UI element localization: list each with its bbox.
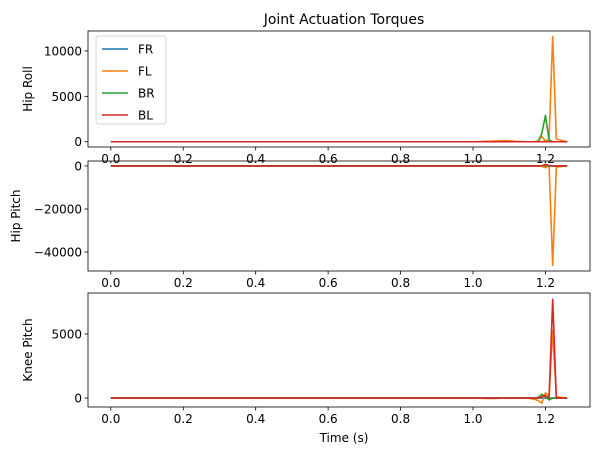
legend-box: [95, 35, 167, 125]
x-tick-label: 0.2: [174, 412, 193, 426]
series-line-fl-panel-1: [110, 35, 568, 143]
legend-label-bl: BL: [138, 109, 153, 123]
subplot-3: 0.0 0.2 0.4 0.6 0.8 1.0 1.2 0 5000 Knee Pitch: [21, 292, 591, 426]
subplot-frame-3: [87, 292, 591, 408]
series-line-bl-panel-3: [110, 298, 568, 399]
y-tick-label: 0: [74, 392, 82, 406]
subplot-frame-2: [87, 160, 591, 272]
x-tick-label: 0.4: [246, 276, 265, 290]
y-tick-label: 0: [74, 135, 82, 149]
x-tick-label: 1.2: [536, 152, 555, 166]
series-line-br-panel-3: [110, 393, 568, 401]
series-line-fl-panel-2: [110, 164, 568, 267]
y-axis-title-1: Hip Roll: [21, 66, 35, 112]
x-tick-label: 0.4: [246, 412, 265, 426]
chart-title: Joint Actuation Torques: [263, 12, 425, 28]
x-tick-label: 0.8: [391, 276, 410, 290]
x-tick-label: 1.0: [463, 152, 482, 166]
subplot-1: 0.0 0.2 0.4 0.6 0.8 1.0 1.2 0 5000 10000 Hip Roll: [21, 30, 591, 166]
x-tick-label: 0.0: [101, 412, 120, 426]
series-line-br-panel-1: [110, 114, 568, 143]
x-tick-label: 0.4: [246, 152, 265, 166]
x-tick-label: 0.6: [319, 276, 338, 290]
y-tick-label: 5000: [51, 327, 82, 341]
legend-label-br: BR: [138, 87, 155, 101]
y-tick-label: 10000: [44, 44, 82, 58]
x-tick-label: 0.6: [319, 412, 338, 426]
subplot-frame-1: [87, 30, 591, 148]
subplot-2: 0.0 0.2 0.4 0.6 0.8 1.0 1.2 −40000 −20000 0 Hip Pi…: [9, 159, 591, 290]
series-line-fl-panel-3: [110, 329, 568, 404]
y-tick-label: 0: [74, 159, 82, 173]
y-tick-label: −20000: [34, 203, 82, 217]
x-tick-label: 1.2: [536, 412, 555, 426]
legend-label-fl: FL: [138, 65, 152, 79]
x-tick-label: 0.8: [391, 412, 410, 426]
x-tick-label: 1.2: [536, 276, 555, 290]
x-tick-label: 0.0: [101, 276, 120, 290]
x-tick-label: 0.8: [391, 152, 410, 166]
x-axis-title: Time (s): [319, 431, 369, 445]
x-tick-label: 1.0: [463, 412, 482, 426]
x-tick-label: 0.2: [174, 152, 193, 166]
series-line-bl-panel-2: [110, 163, 568, 167]
x-tick-label: 0.6: [319, 152, 338, 166]
y-axis-title-2: Hip Pitch: [9, 189, 23, 242]
x-tick-label: 0.0: [101, 152, 120, 166]
y-tick-label: 5000: [51, 90, 82, 104]
y-tick-label: −40000: [34, 246, 82, 260]
y-axis-title-3: Knee Pitch: [21, 318, 35, 381]
legend: FR FL BR BL: [95, 35, 167, 125]
x-tick-label: 1.0: [463, 276, 482, 290]
legend-label-fr: FR: [138, 43, 153, 57]
x-tick-label: 0.2: [174, 276, 193, 290]
